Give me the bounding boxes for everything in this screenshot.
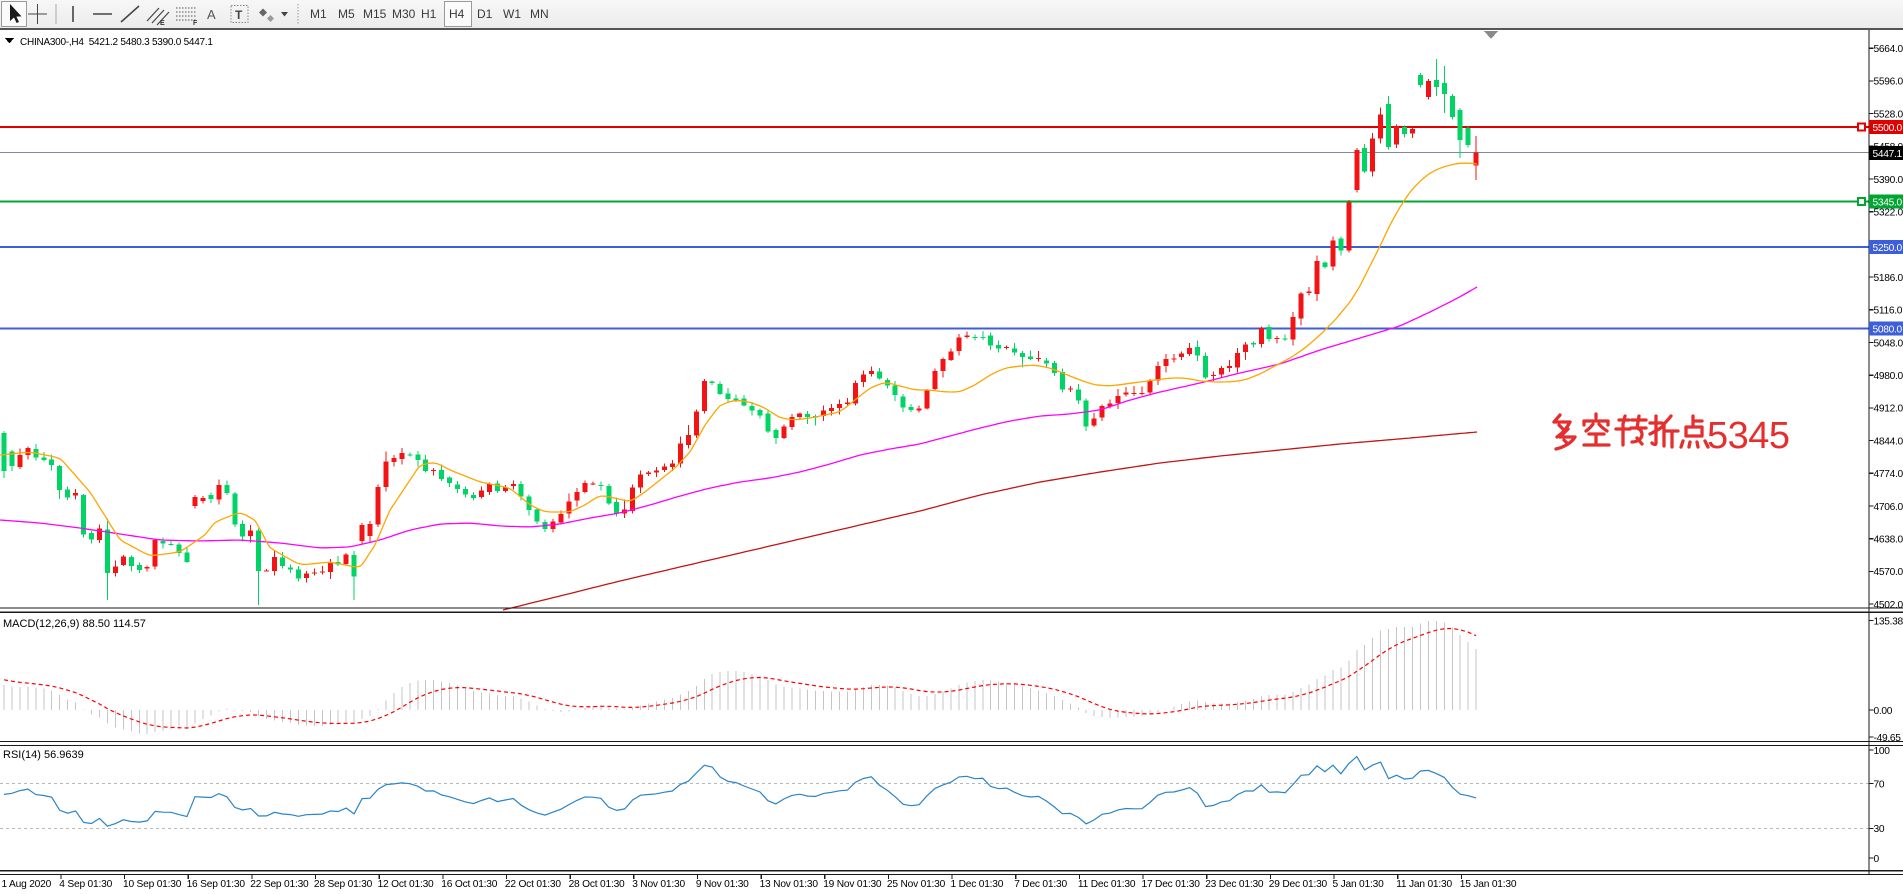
svg-text:0: 0 bbox=[1874, 854, 1880, 865]
svg-text:7 Dec 01:30: 7 Dec 01:30 bbox=[1014, 879, 1067, 890]
svg-text:28 Sep 01:30: 28 Sep 01:30 bbox=[314, 879, 373, 890]
svg-text:12 Oct 01:30: 12 Oct 01:30 bbox=[378, 879, 434, 890]
svg-text:4980.0: 4980.0 bbox=[1874, 371, 1903, 382]
svg-text:23 Dec 01:30: 23 Dec 01:30 bbox=[1205, 879, 1264, 890]
svg-text:16 Sep 01:30: 16 Sep 01:30 bbox=[187, 879, 246, 890]
svg-text:9 Nov 01:30: 9 Nov 01:30 bbox=[696, 879, 749, 890]
svg-text:5390.0: 5390.0 bbox=[1874, 175, 1903, 186]
svg-text:5250.0: 5250.0 bbox=[1873, 243, 1903, 254]
svg-text:0.00: 0.00 bbox=[1874, 706, 1893, 717]
svg-text:28 Oct 01:30: 28 Oct 01:30 bbox=[569, 879, 625, 890]
svg-text:4570.0: 4570.0 bbox=[1874, 567, 1903, 578]
svg-text:4912.0: 4912.0 bbox=[1874, 404, 1903, 415]
svg-text:22 Oct 01:30: 22 Oct 01:30 bbox=[505, 879, 561, 890]
svg-text:10 Sep 01:30: 10 Sep 01:30 bbox=[123, 879, 182, 890]
svg-text:19 Nov 01:30: 19 Nov 01:30 bbox=[823, 879, 882, 890]
svg-text:-49.65: -49.65 bbox=[1874, 733, 1902, 744]
svg-text:5186.0: 5186.0 bbox=[1874, 273, 1903, 284]
svg-text:22 Sep 01:30: 22 Sep 01:30 bbox=[250, 879, 309, 890]
svg-text:135.38: 135.38 bbox=[1874, 616, 1903, 627]
svg-text:5 Jan 01:30: 5 Jan 01:30 bbox=[1333, 879, 1385, 890]
svg-text:15 Jan 01:30: 15 Jan 01:30 bbox=[1460, 879, 1517, 890]
svg-text:F: F bbox=[193, 20, 198, 27]
svg-text:4 Sep 01:30: 4 Sep 01:30 bbox=[59, 879, 112, 890]
svg-text:4774.0: 4774.0 bbox=[1874, 469, 1903, 480]
svg-text:5116.0: 5116.0 bbox=[1874, 306, 1903, 317]
svg-text:T: T bbox=[235, 8, 243, 22]
svg-text:11 Jan 01:30: 11 Jan 01:30 bbox=[1396, 879, 1452, 890]
svg-text:1 Aug 2020: 1 Aug 2020 bbox=[2, 879, 52, 890]
svg-text:5500.0: 5500.0 bbox=[1873, 123, 1903, 134]
svg-text:5345: 5345 bbox=[1707, 415, 1790, 457]
svg-text:70: 70 bbox=[1874, 779, 1885, 790]
svg-text:4844.0: 4844.0 bbox=[1874, 436, 1903, 447]
svg-text:CHINA300-,H4 5421.2 5480.3 53: CHINA300-,H4 5421.2 5480.3 5390.0 5447.1 bbox=[20, 37, 213, 48]
svg-text:100: 100 bbox=[1874, 746, 1891, 757]
svg-text:5528.0: 5528.0 bbox=[1874, 109, 1903, 120]
svg-text:A: A bbox=[207, 7, 216, 22]
svg-text:29 Dec 01:30: 29 Dec 01:30 bbox=[1269, 879, 1328, 890]
svg-text:3 Nov 01:30: 3 Nov 01:30 bbox=[632, 879, 685, 890]
svg-text:5596.0: 5596.0 bbox=[1874, 77, 1903, 88]
svg-text:MACD(12,26,9) 88.50 114.57: MACD(12,26,9) 88.50 114.57 bbox=[3, 618, 146, 630]
svg-text:4502.0: 4502.0 bbox=[1874, 600, 1903, 611]
svg-text:25 Nov 01:30: 25 Nov 01:30 bbox=[887, 879, 946, 890]
svg-text:4706.0: 4706.0 bbox=[1874, 502, 1903, 513]
svg-text:5447.1: 5447.1 bbox=[1873, 149, 1903, 160]
svg-text:RSI(14) 56.9639: RSI(14) 56.9639 bbox=[3, 749, 84, 761]
svg-text:30: 30 bbox=[1874, 824, 1885, 835]
svg-text:5322.0: 5322.0 bbox=[1874, 208, 1903, 219]
svg-text:1 Dec 01:30: 1 Dec 01:30 bbox=[951, 879, 1004, 890]
svg-text:16 Oct 01:30: 16 Oct 01:30 bbox=[441, 879, 497, 890]
svg-text:5048.0: 5048.0 bbox=[1874, 338, 1903, 349]
svg-text:4638.0: 4638.0 bbox=[1874, 535, 1903, 546]
svg-text:11 Dec 01:30: 11 Dec 01:30 bbox=[1078, 879, 1136, 890]
svg-text:5664.0: 5664.0 bbox=[1874, 44, 1903, 55]
svg-text:5080.0: 5080.0 bbox=[1873, 325, 1903, 336]
svg-text:17 Dec 01:30: 17 Dec 01:30 bbox=[1142, 879, 1201, 890]
svg-text:5345.0: 5345.0 bbox=[1873, 197, 1903, 208]
svg-text:E: E bbox=[160, 20, 165, 27]
svg-text:13 Nov 01:30: 13 Nov 01:30 bbox=[760, 879, 819, 890]
